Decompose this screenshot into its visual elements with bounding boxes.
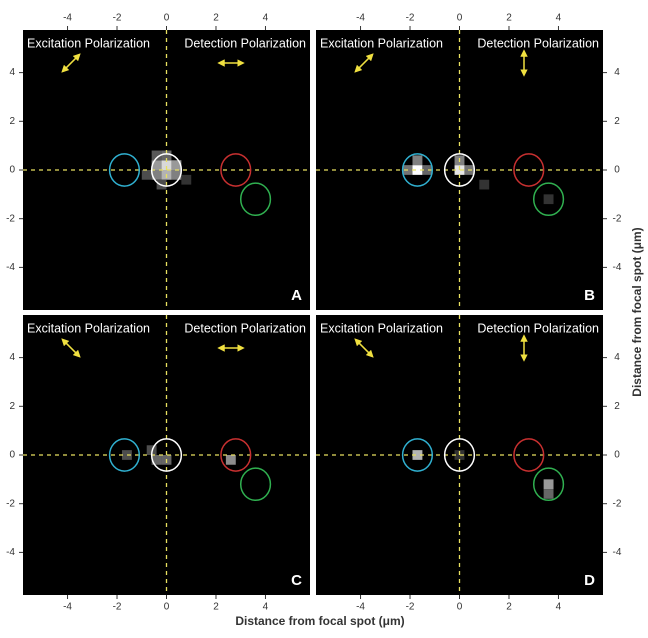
y-tick-label: 2 [614,401,620,412]
y-tick-label: 4 [9,352,15,363]
spot [412,155,422,165]
excitation-label: Excitation Polarization [320,36,443,50]
y-tick-label: 0 [9,450,15,461]
spot [181,175,191,185]
y-tick-label: 0 [9,165,15,176]
y-tick-label: -4 [6,547,15,558]
x-tick-label: 4 [263,13,269,24]
detection-label: Detection Polarization [477,36,599,50]
x-tick-label: 4 [556,13,562,24]
x-tick-label: 4 [263,602,269,613]
x-tick-label: 2 [213,602,219,613]
spot [544,194,554,204]
figure: Distance from focal spot (μm) Distance f… [0,0,648,633]
x-tick-label: 2 [506,602,512,613]
x-tick-label: 0 [164,13,170,24]
x-tick-label: -4 [356,602,365,613]
excitation-label: Excitation Polarization [320,321,443,335]
spot [544,489,554,499]
spot [142,170,152,180]
y-tick-label: -2 [6,213,15,224]
y-tick-label: 4 [614,352,620,363]
x-tick-label: 0 [457,602,463,613]
x-tick-label: -2 [113,13,122,24]
y-tick-label: 0 [614,165,620,176]
y-tick-label: -2 [613,213,622,224]
y-tick-label: 2 [614,116,620,127]
detection-label: Detection Polarization [184,36,306,50]
x-tick-label: 4 [556,602,562,613]
x-tick-label: 0 [164,602,170,613]
x-tick-label: 2 [213,13,219,24]
detection-label: Detection Polarization [184,321,306,335]
y-tick-label: -2 [6,498,15,509]
y-tick-label: 2 [9,116,15,127]
x-tick-label: -2 [406,13,415,24]
x-tick-label: -4 [63,13,72,24]
spot [544,479,554,489]
x-tick-label: -2 [113,602,122,613]
x-tick-label: -4 [356,13,365,24]
spot [226,455,236,465]
y-tick-label: -4 [6,262,15,273]
y-axis-label: Distance from focal spot (μm) [630,227,644,396]
y-tick-label: -4 [613,547,622,558]
excitation-label: Excitation Polarization [27,36,150,50]
x-tick-label: -4 [63,602,72,613]
y-tick-label: 0 [614,450,620,461]
excitation-label: Excitation Polarization [27,321,150,335]
spot [479,180,489,190]
x-tick-label: 2 [506,13,512,24]
x-tick-label: -2 [406,602,415,613]
y-tick-label: -2 [613,498,622,509]
y-tick-label: 4 [614,67,620,78]
y-tick-label: -4 [613,262,622,273]
panel-letter: B [584,287,595,304]
y-tick-label: 4 [9,67,15,78]
y-tick-label: 2 [9,401,15,412]
x-tick-label: 0 [457,13,463,24]
panel-letter: A [291,287,302,304]
detection-label: Detection Polarization [477,321,599,335]
panel-letter: C [291,572,302,589]
panel-letter: D [584,572,595,589]
x-axis-label: Distance from focal spot (μm) [235,614,404,628]
